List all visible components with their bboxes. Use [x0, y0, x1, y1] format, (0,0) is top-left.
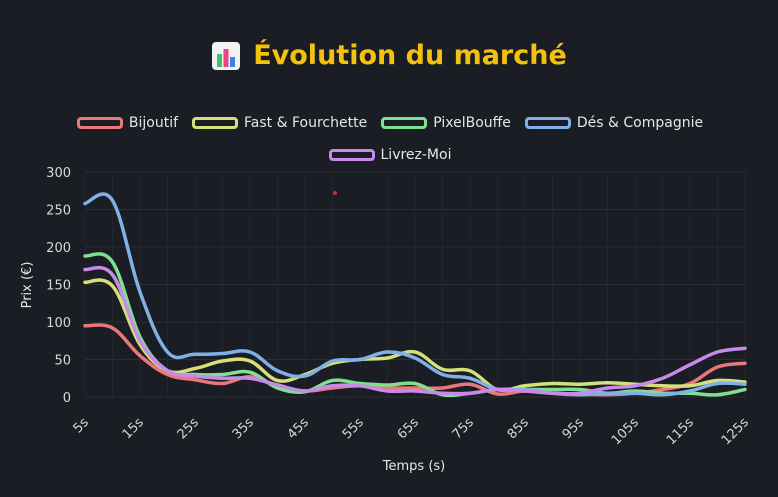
y-tick-label: 100 — [46, 316, 71, 331]
grid-lines — [84, 171, 746, 398]
x-axis-ticks: 5s 15s 25s 35s 45s 55s 65s 75s 85s 95s 105s 115s 125… — [71, 415, 752, 448]
y-tick-label: 0 — [63, 391, 71, 406]
x-tick-label: 105s — [609, 415, 642, 448]
series-line — [83, 265, 747, 396]
x-tick-label: 115s — [664, 415, 697, 448]
x-tick-label: 55s — [340, 415, 367, 442]
x-tick-label: 45s — [285, 415, 312, 442]
legend-swatch — [381, 117, 428, 129]
x-tick-label: 85s — [505, 415, 532, 442]
y-axis-title: Prix (€) — [20, 262, 35, 309]
legend-item[interactable]: PixelBouffe — [381, 112, 511, 134]
series-lines — [83, 192, 747, 398]
x-tick-label: 65s — [395, 415, 422, 442]
y-axis-ticks: 0 50 100 150 200 250 300 — [46, 166, 71, 406]
legend-swatch — [524, 117, 571, 129]
y-tick-label: 250 — [46, 204, 71, 219]
y-tick-label: 50 — [54, 354, 71, 369]
series-line — [83, 192, 747, 397]
x-tick-label: 95s — [560, 415, 587, 442]
x-tick-label: 5s — [71, 415, 92, 436]
x-tick-label: 25s — [175, 415, 202, 442]
legend-label: Bijoutif — [128, 115, 179, 131]
chart-title-text: Évolution du marché — [253, 40, 567, 71]
legend-swatch — [328, 149, 375, 161]
legend-swatch — [76, 117, 123, 129]
legend-item[interactable]: Bijoutif — [76, 112, 179, 134]
y-tick-label: 150 — [46, 279, 71, 294]
x-tick-label: 75s — [450, 415, 477, 442]
stray-marker — [333, 191, 337, 195]
legend-item[interactable]: Livrez-Moi — [328, 144, 452, 166]
x-axis-title: Temps (s) — [382, 459, 445, 474]
legend-swatch — [192, 117, 239, 129]
legend-label: Fast & Fourchette — [244, 115, 368, 131]
x-tick-label: 125s — [719, 415, 752, 448]
x-tick-label: 35s — [230, 415, 257, 442]
x-tick-label: 15s — [120, 415, 147, 442]
legend-label: Livrez-Moi — [380, 147, 452, 163]
bar-chart-icon — [212, 41, 241, 70]
legend-label: PixelBouffe — [433, 115, 511, 131]
legend-item[interactable]: Dés & Compagnie — [524, 112, 704, 134]
chart-title: Évolution du marché — [0, 40, 778, 71]
legend-label: Dés & Compagnie — [576, 115, 704, 131]
y-tick-label: 200 — [46, 241, 71, 256]
chart-legend: Bijoutif Fast & Fourchette PixelBouffe Dés … — [40, 112, 740, 166]
legend-item[interactable]: Fast & Fourchette — [192, 112, 367, 134]
y-tick-label: 300 — [46, 166, 71, 181]
